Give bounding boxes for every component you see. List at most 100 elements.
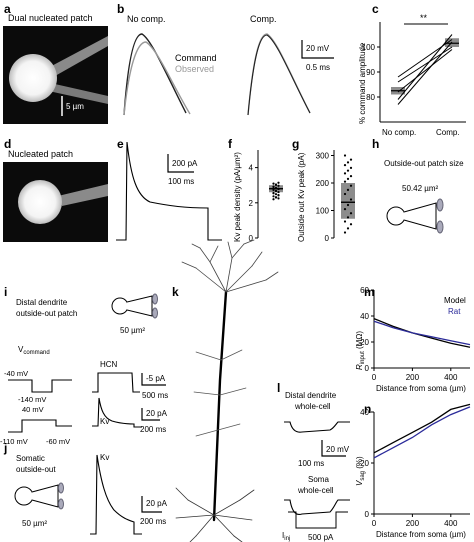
panel-e: e 200 pA 100 ms — [116, 137, 222, 241]
panel-l-title-line2: whole-cell — [294, 402, 331, 411]
trace-l-soma — [284, 499, 350, 516]
m-ytick-label: 60 — [360, 286, 369, 295]
panel-i-title-line2: outside-out patch — [16, 309, 77, 318]
c-pair-line — [397, 34, 453, 100]
g-point — [343, 164, 347, 167]
scale-bar-j — [141, 496, 162, 513]
c-ticks: 80 90 100 — [362, 43, 380, 102]
c-cat-no-comp: No comp. — [382, 128, 416, 137]
g-point — [346, 203, 350, 207]
g-point — [346, 161, 350, 164]
scale-i-hcn-current: -5 pA — [146, 374, 166, 383]
legend-command: Command — [175, 53, 217, 63]
n-data — [373, 403, 471, 459]
vcommand-label: Vcommand — [18, 345, 50, 356]
scale-bar-e — [167, 154, 194, 173]
scale-e-time: 100 ms — [168, 177, 194, 186]
scale-e-current: 200 pA — [172, 159, 198, 168]
n-series-model — [373, 403, 471, 454]
patch-membrane-j-lower — [58, 498, 64, 510]
g-point — [349, 212, 353, 215]
panel-i-letter: i — [4, 285, 7, 299]
m-data — [373, 317, 471, 348]
panel-j-area: 50 µm² — [22, 519, 47, 528]
panel-l: l Distal dendrite whole-cell 20 mV 100 m… — [277, 381, 350, 542]
panel-a-title: Dual nucleated patch — [8, 13, 93, 23]
m-xtick-label: 0 — [372, 373, 377, 382]
panel-f: f Kv peak density (pA/µm²) 0 2 4 — [228, 137, 283, 243]
scale-bar-b — [301, 40, 334, 59]
f-ytick-label: 4 — [249, 164, 254, 173]
scale-bar-i-hcn — [141, 373, 166, 386]
g-point — [343, 192, 347, 196]
g-point — [349, 158, 353, 161]
nucleated-cell-d — [18, 180, 62, 224]
panel-a-letter: a — [4, 2, 11, 16]
c-pair-line — [397, 49, 453, 93]
panel-g: g Outside out Kv peak (pA) 0 100 200 300 — [292, 137, 355, 243]
panel-b: b No comp. Comp. Command Observed 20 mV … — [117, 2, 334, 116]
panel-m-letter: m — [364, 285, 375, 299]
f-point — [277, 197, 280, 200]
pipette-d — [58, 184, 108, 206]
f-point — [272, 192, 275, 195]
panel-h-letter: h — [372, 137, 379, 151]
legend-observed: Observed — [175, 64, 214, 74]
f-point — [277, 194, 280, 197]
panel-j-title-line2: outside-out — [16, 465, 56, 474]
c-data — [391, 34, 459, 105]
g-point — [343, 208, 347, 211]
panel-m: m Rinput (MΩ) 0 20 40 60 0 200 400 Distance fr… — [355, 285, 471, 393]
g-ytick-label: 200 — [316, 179, 330, 188]
trace-b-command-left — [123, 33, 187, 116]
f-point — [272, 182, 275, 185]
panel-j-title-line1: Somatic — [16, 454, 45, 463]
g-point — [346, 216, 350, 219]
panel-j: j Somatic outside-out Kv 50 µm² 20 pA 20… — [3, 441, 168, 535]
c-ytick-label: 90 — [366, 68, 375, 77]
panel-d: d Nucleated patch — [3, 137, 108, 242]
n-xtick-label: 400 — [444, 519, 458, 528]
panel-c-ylabel: % command amplitude — [358, 42, 367, 124]
f-data — [269, 181, 283, 201]
panel-l-title-line1: Distal dendrite — [285, 391, 337, 400]
m-ticks: 0 20 40 60 0 200 400 — [360, 286, 458, 382]
scale-i-hcn-time: 500 ms — [142, 391, 168, 400]
c-cat-comp: Comp. — [436, 128, 460, 137]
panel-n-letter: n — [364, 402, 371, 416]
panel-i: i Distal dendrite outside-out patch 50 µ… — [0, 285, 168, 446]
hcn-current-trace — [92, 372, 140, 393]
g-point — [346, 169, 350, 172]
scale-bar-a-label: 5 µm — [66, 102, 84, 111]
n-xtick-label: 200 — [406, 519, 420, 528]
g-point — [349, 223, 353, 226]
f-point — [277, 181, 280, 184]
neuron-morphology — [175, 239, 279, 542]
panel-l-soma-line2: whole-cell — [297, 486, 334, 495]
f-ticks: 0 2 4 — [249, 164, 258, 243]
f-point — [274, 196, 278, 199]
f-point — [272, 195, 275, 198]
panel-d-letter: d — [4, 137, 11, 151]
g-point — [343, 231, 347, 234]
m-series-model — [373, 317, 471, 348]
trace-e-kv-current — [116, 141, 222, 241]
v-40-label: 40 mV — [22, 405, 44, 414]
f-point — [274, 193, 278, 196]
g-ticks: 0 100 200 300 — [316, 152, 334, 243]
n-xtick-label: 0 — [372, 519, 377, 528]
pipette-j — [31, 484, 59, 508]
panel-g-letter: g — [292, 137, 299, 151]
trace-b-observed-left — [123, 41, 191, 116]
panel-f-ylabel: Kv peak density (pA/µm²) — [233, 152, 242, 242]
v-minus110-label: -110 mV — [0, 437, 28, 446]
panel-b-right-title: Comp. — [250, 14, 277, 24]
m-series-rat — [373, 320, 471, 346]
f-point — [272, 198, 275, 201]
patch-membrane-i-lower — [152, 307, 158, 319]
panel-h-title: Outside-out patch size — [384, 159, 464, 168]
kv-label-i: Kv — [100, 417, 109, 426]
trace-l-iinj — [288, 511, 348, 529]
pipette-h — [403, 202, 437, 230]
